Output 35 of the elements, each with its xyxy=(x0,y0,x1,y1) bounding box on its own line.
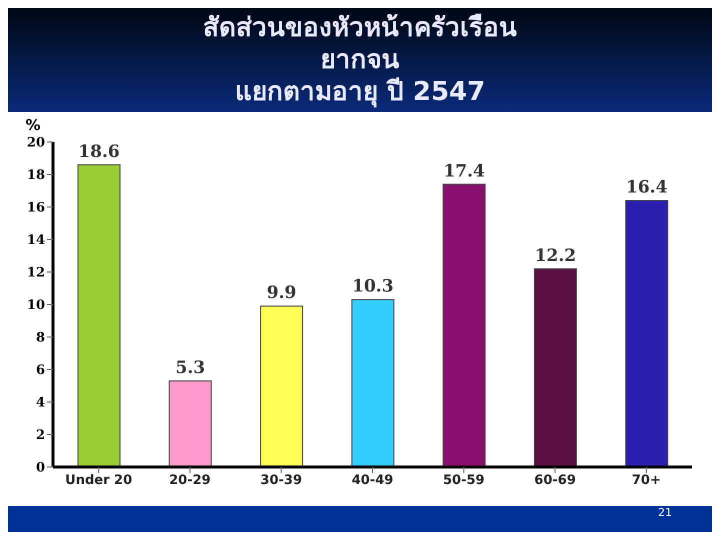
y-tick-label: 16 xyxy=(26,200,45,216)
data-label: 10.3 xyxy=(352,276,394,297)
bar xyxy=(78,164,120,467)
x-tick-label: 50-59 xyxy=(442,473,485,488)
data-label: 17.4 xyxy=(443,161,486,182)
bar xyxy=(351,299,394,467)
y-tick-label: 6 xyxy=(36,363,45,378)
bar xyxy=(442,184,486,467)
y-tick-label: 8 xyxy=(36,330,45,346)
data-label: 18.6 xyxy=(78,142,120,162)
x-tick-label: 20-29 xyxy=(169,473,211,488)
y-tick-label: 18 xyxy=(26,168,45,184)
y-tick-label: 14 xyxy=(26,233,45,248)
data-label: 9.9 xyxy=(266,283,296,304)
text: 21 xyxy=(658,506,672,519)
y-tick-label: 12 xyxy=(26,266,45,281)
y-axis-title: % xyxy=(25,116,41,134)
x-tick-label: 70+ xyxy=(632,473,661,488)
y-tick-label: 2 xyxy=(36,428,45,444)
x-tick-label: 60-69 xyxy=(534,473,576,488)
chart-title: สัดส่วนของหัวหน้าครัวเรือน ยากจน แยกตามอายุ ปี 2547 xyxy=(202,12,518,108)
bar xyxy=(534,268,577,467)
y-tick-label: 10 xyxy=(26,298,45,314)
y-tick-label: 4 xyxy=(36,396,45,411)
x-tick-label: 40-49 xyxy=(352,473,394,488)
data-label: 12.2 xyxy=(534,246,576,266)
y-tick-label: 20 xyxy=(26,136,45,151)
data-label: 16.4 xyxy=(626,178,668,198)
y-tick-label: 0 xyxy=(36,460,45,476)
bar xyxy=(625,200,668,467)
data-label: 5.3 xyxy=(175,358,206,378)
bar xyxy=(260,306,304,467)
bar xyxy=(168,380,212,467)
x-tick-label: 30-39 xyxy=(260,473,302,488)
x-tick-label: Under 20 xyxy=(65,473,132,488)
